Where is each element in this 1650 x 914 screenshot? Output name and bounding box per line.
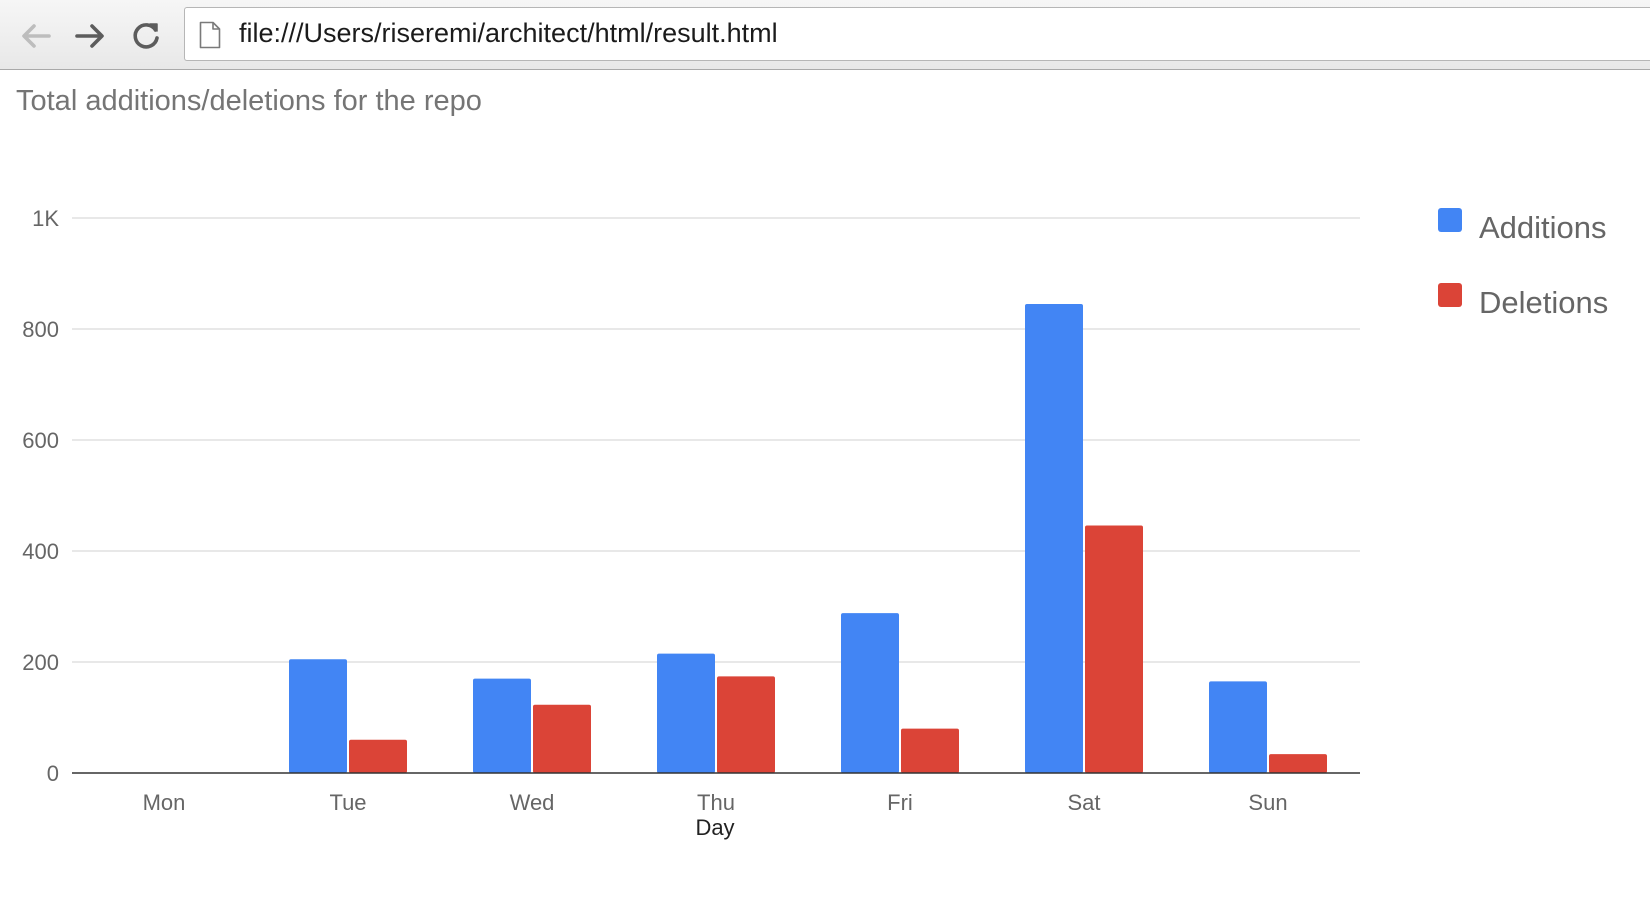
- x-axis-label: Day: [695, 815, 734, 840]
- bar-additions[interactable]: [473, 678, 531, 773]
- reload-icon: [133, 23, 159, 49]
- bar-additions[interactable]: [657, 653, 715, 773]
- y-tick-label: 0: [47, 761, 59, 786]
- legend: Additions Deletions: [1438, 208, 1608, 320]
- bar-deletions[interactable]: [717, 676, 775, 773]
- legend-label-additions: Additions: [1479, 210, 1607, 245]
- y-tick-label: 600: [22, 428, 59, 453]
- y-tick-label: 400: [22, 539, 59, 564]
- x-tick-label: Wed: [510, 790, 555, 815]
- x-tick-label: Tue: [329, 790, 366, 815]
- x-axis-ticks: Mon Tue Wed Thu Fri Sat Sun: [143, 790, 1288, 815]
- x-tick-label: Sun: [1248, 790, 1287, 815]
- bar-deletions[interactable]: [533, 704, 591, 773]
- x-tick-label: Sat: [1067, 790, 1100, 815]
- reload-button[interactable]: [126, 16, 166, 56]
- bar-deletions[interactable]: [1269, 754, 1327, 773]
- arrow-right-icon: [75, 24, 104, 48]
- bar-additions[interactable]: [1025, 304, 1083, 773]
- url-text[interactable]: file:///Users/riseremi/architect/html/re…: [239, 18, 778, 48]
- chart-title: Total additions/deletions for the repo: [16, 85, 482, 117]
- legend-label-deletions: Deletions: [1479, 285, 1608, 320]
- forward-button[interactable]: [70, 16, 110, 56]
- bars: [289, 304, 1327, 773]
- y-tick-label: 1K: [32, 206, 59, 231]
- bar-chart: Total additions/deletions for the repo 0…: [16, 85, 1608, 840]
- document-icon: [199, 21, 221, 49]
- x-tick-label: Fri: [887, 790, 913, 815]
- y-axis-ticks: 0 200 400 600 800 1K: [22, 206, 59, 786]
- bar-deletions[interactable]: [1085, 525, 1143, 773]
- back-button[interactable]: [16, 16, 56, 56]
- bar-additions[interactable]: [289, 659, 347, 773]
- y-tick-label: 800: [22, 317, 59, 342]
- chart-area: Total additions/deletions for the repo 0…: [0, 70, 1650, 914]
- x-tick-label: Mon: [143, 790, 186, 815]
- x-tick-label: Thu: [697, 790, 735, 815]
- bar-deletions[interactable]: [349, 739, 407, 773]
- bar-additions[interactable]: [1209, 681, 1267, 773]
- bar-deletions[interactable]: [901, 728, 959, 773]
- address-bar[interactable]: file:///Users/riseremi/architect/html/re…: [184, 7, 1650, 61]
- gridlines: [72, 217, 1360, 663]
- legend-swatch-deletions: [1438, 283, 1462, 307]
- y-tick-label: 200: [22, 650, 59, 675]
- arrow-left-icon: [22, 24, 51, 48]
- bar-additions[interactable]: [841, 613, 899, 773]
- browser-toolbar: file:///Users/riseremi/architect/html/re…: [0, 0, 1650, 70]
- legend-swatch-additions: [1438, 208, 1462, 232]
